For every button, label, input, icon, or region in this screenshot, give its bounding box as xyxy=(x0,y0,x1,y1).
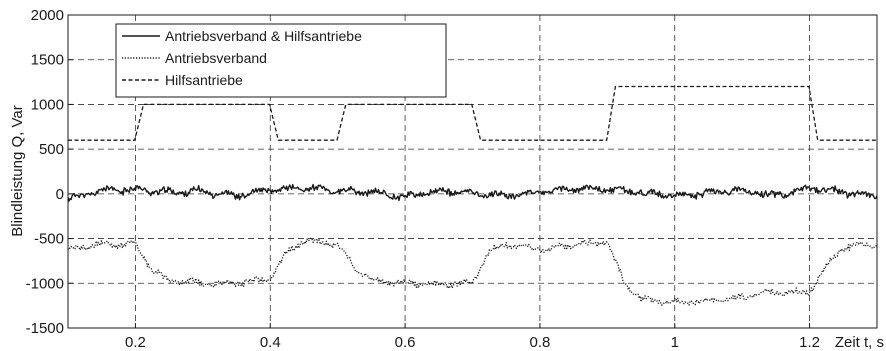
y-tick-label: 0 xyxy=(56,186,64,203)
x-tick-label: 1.2 xyxy=(799,334,820,351)
y-axis-label: Blindleistung Q, Var xyxy=(9,105,26,236)
plot-frame xyxy=(67,14,878,329)
legend: Antriebsverband & Hilfsantriebe Antriebsv… xyxy=(115,23,447,98)
y-tick-label: -500 xyxy=(34,231,64,248)
y-tick-label: 1000 xyxy=(31,96,64,113)
x-tick-label: 0.2 xyxy=(125,334,146,351)
legend-label-1: Antriebsverband & Hilfsantriebe xyxy=(165,28,362,44)
y-tick-label: 2000 xyxy=(31,7,64,24)
x-axis-label: Zeit t, s xyxy=(835,334,884,351)
x-tick-label: 0.8 xyxy=(529,334,550,351)
legend-label-3: Hilfsantriebe xyxy=(165,72,243,88)
series-line-2 xyxy=(67,237,878,306)
x-tick-label: 0.4 xyxy=(260,334,281,351)
labels: Blindleistung Q, Var Zeit t, s xyxy=(9,105,884,351)
legend-label-2: Antriebsverband xyxy=(165,50,267,66)
x-tick-label: 0.6 xyxy=(395,334,416,351)
y-tick-label: -1000 xyxy=(26,275,64,292)
x-tick-label: 1 xyxy=(671,334,679,351)
y-tick-label: 1500 xyxy=(31,52,64,69)
y-tick-label: -1500 xyxy=(26,320,64,337)
series-line-3 xyxy=(68,85,877,141)
grid xyxy=(68,15,877,328)
legend-box xyxy=(115,23,447,98)
series-layer xyxy=(67,85,878,306)
series-line-1 xyxy=(67,183,878,202)
ticks: 0.2 0.4 0.6 0.8 1 1.2 -1500 -1000 -500 0 500 1000 15… xyxy=(26,7,820,351)
y-tick-label: 500 xyxy=(39,141,64,158)
